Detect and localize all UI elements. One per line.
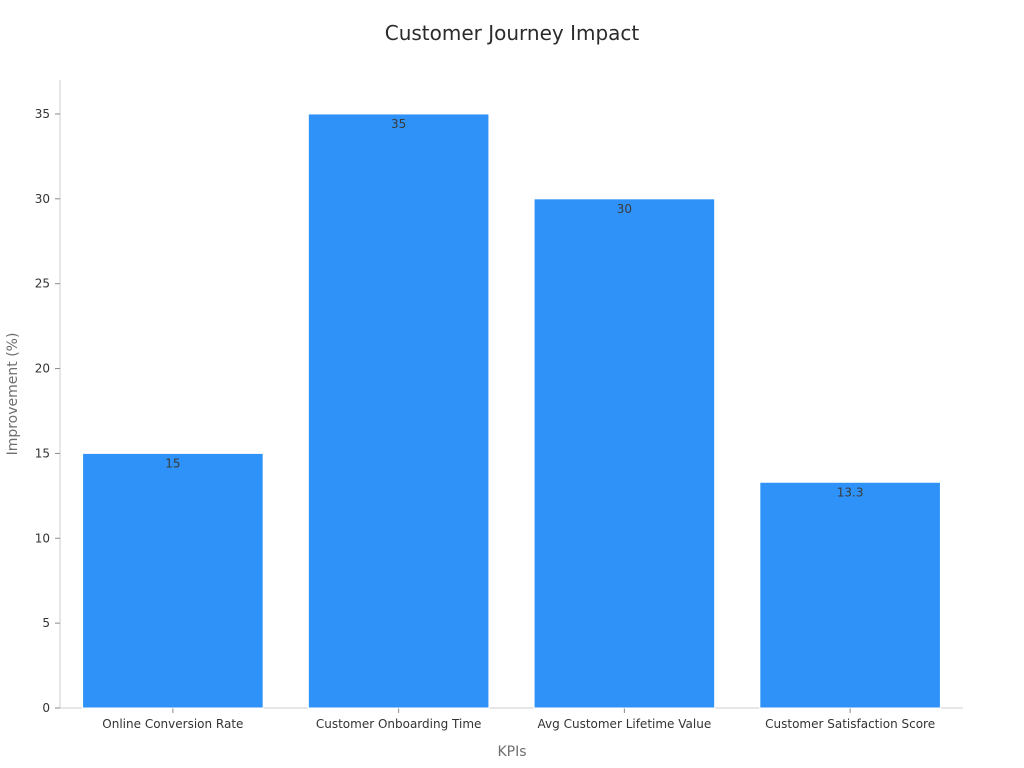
data-label: 30 — [617, 202, 632, 216]
bar — [82, 452, 264, 709]
y-tick-label: 10 — [35, 531, 50, 545]
y-tick-label: 30 — [35, 192, 50, 206]
x-tick-label: Avg Customer Lifetime Value — [538, 717, 712, 731]
bar — [533, 198, 716, 709]
data-labels-group: 15 35 30 13.3 — [165, 117, 863, 499]
data-label: 15 — [165, 456, 180, 470]
x-tick-label: Customer Satisfaction Score — [765, 717, 935, 731]
y-tick-label: 25 — [35, 277, 50, 291]
y-axis: 0 5 10 15 20 25 30 35 — [35, 80, 61, 715]
data-label: 13.3 — [837, 485, 864, 499]
y-tick-label: 35 — [35, 107, 50, 121]
x-tick-label: Online Conversion Rate — [102, 717, 243, 731]
y-tick-label: 0 — [42, 701, 50, 715]
data-label: 35 — [391, 117, 406, 131]
bars-group — [82, 113, 941, 709]
x-tick-label: Customer Onboarding Time — [316, 717, 482, 731]
x-axis-title: KPIs — [497, 744, 526, 760]
bar — [759, 481, 941, 709]
y-tick-label: 5 — [42, 616, 50, 630]
y-axis-title: Improvement (%) — [5, 333, 21, 456]
x-axis: Online Conversion Rate Customer Onboardin… — [60, 707, 963, 731]
y-tick-label: 15 — [35, 446, 50, 460]
y-tick-label: 20 — [35, 362, 50, 376]
chart-title: Customer Journey Impact — [385, 21, 640, 45]
bar — [307, 113, 490, 709]
